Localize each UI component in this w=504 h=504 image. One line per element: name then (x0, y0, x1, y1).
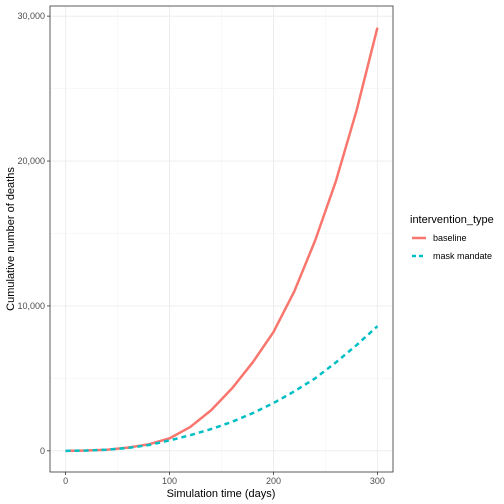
x-tick-label: 100 (162, 476, 177, 486)
series-line-baseline (65, 27, 379, 453)
y-axis: 0 10,000 20,000 30,000 (17, 11, 50, 456)
x-tick-label: 300 (370, 476, 385, 486)
legend-title: intervention_type (410, 214, 494, 226)
y-tick-label: 20,000 (17, 156, 45, 166)
grid-minor (50, 6, 393, 472)
y-tick-label: 10,000 (17, 301, 45, 311)
legend-label-mask-mandate: mask mandate (433, 251, 492, 261)
y-axis-title: Cumulative number of deaths (5, 167, 17, 311)
x-axis: 0 100 200 300 (63, 472, 385, 486)
series-layer (65, 27, 379, 453)
y-tick-label: 0 (40, 446, 45, 456)
y-tick-label: 30,000 (17, 11, 45, 21)
legend-label-baseline: baseline (433, 233, 467, 243)
x-axis-title: Simulation time (days) (167, 488, 276, 500)
x-tick-label: 200 (266, 476, 281, 486)
legend: intervention_type baseline mask mandate (410, 214, 494, 261)
plot-border (49, 5, 394, 473)
x-tick-label: 0 (63, 476, 68, 486)
